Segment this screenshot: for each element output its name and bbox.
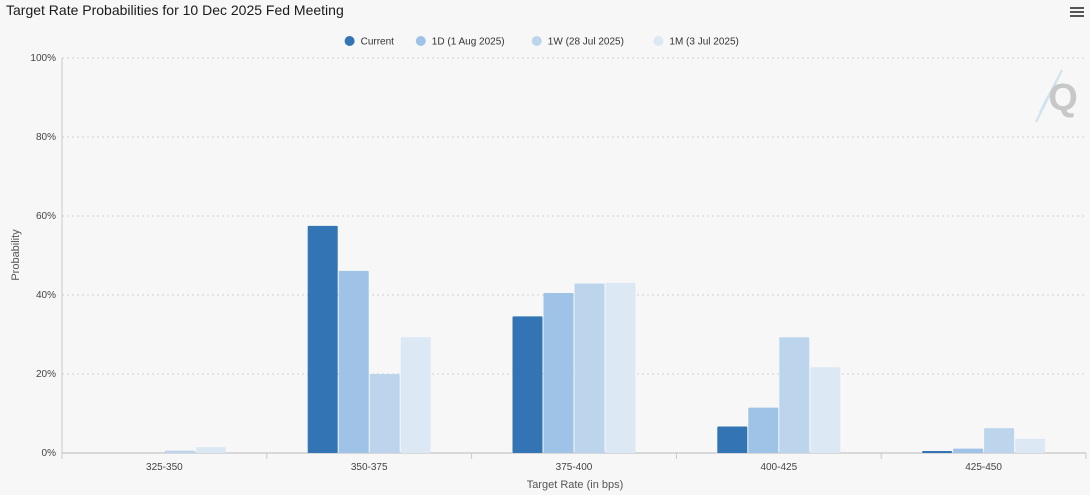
legend-label: 1W (28 Jul 2025) <box>548 37 624 48</box>
legend-label: 1M (3 Jul 2025) <box>669 37 738 48</box>
legend-label: Current <box>361 37 395 48</box>
bar[interactable] <box>779 337 810 453</box>
x-tick-label: 425-450 <box>965 462 1002 473</box>
legend-marker <box>653 36 664 46</box>
x-tick-label: 400-425 <box>760 462 797 473</box>
x-axis-title: Target Rate (in bps) <box>527 479 624 491</box>
legend-item[interactable]: 1D (1 Aug 2025) <box>415 36 505 48</box>
bar[interactable] <box>574 283 605 453</box>
chart-menu-button[interactable] <box>1068 4 1086 20</box>
x-tick-label: 325-350 <box>146 462 183 473</box>
bar[interactable] <box>605 282 636 453</box>
bar[interactable] <box>400 337 431 453</box>
y-tick-label: 100% <box>30 53 56 64</box>
y-axis-title: Probability <box>10 229 22 281</box>
bar[interactable] <box>810 367 841 453</box>
bar[interactable] <box>164 450 195 453</box>
bar[interactable] <box>307 225 338 453</box>
x-tick-label: 375-400 <box>556 462 593 473</box>
legend: Current 1D (1 Aug 2025) 1W (28 Jul 2025) 1M… <box>344 36 739 48</box>
q-logo-watermark: Q <box>1035 69 1078 123</box>
bar[interactable] <box>543 293 574 453</box>
x-tick-label: 350-375 <box>351 462 388 473</box>
bar[interactable] <box>748 407 779 453</box>
y-tick-label: 60% <box>36 211 56 222</box>
legend-marker <box>344 36 355 46</box>
legend-label: 1D (1 Aug 2025) <box>432 37 505 48</box>
bar[interactable] <box>717 426 748 453</box>
legend-marker <box>531 36 542 46</box>
menu-icon <box>1070 7 1084 17</box>
y-tick-label: 0% <box>42 448 57 459</box>
grid-lines <box>62 57 1086 375</box>
y-tick-label: 20% <box>36 369 56 380</box>
legend-item[interactable]: Current <box>344 36 395 48</box>
legend-item[interactable]: 1W (28 Jul 2025) <box>531 36 624 48</box>
bar[interactable] <box>195 447 226 453</box>
bar[interactable] <box>953 448 984 453</box>
bar[interactable] <box>512 316 543 453</box>
bars <box>164 225 1046 453</box>
legend-item[interactable]: 1M (3 Jul 2025) <box>653 36 739 48</box>
bar[interactable] <box>922 451 953 453</box>
y-tick-label: 40% <box>36 290 56 301</box>
svg-text:Q: Q <box>1048 77 1078 119</box>
axes: 0% 20% 40% 60% 80% 100% 325-350 350-375 375-400 4… <box>30 53 1087 473</box>
chart-title: Target Rate Probabilities for 10 Dec 202… <box>6 2 344 18</box>
bar[interactable] <box>369 374 400 453</box>
bar[interactable] <box>984 428 1015 453</box>
y-tick-label: 80% <box>36 132 56 143</box>
bar[interactable] <box>1015 438 1046 453</box>
bar[interactable] <box>338 270 369 453</box>
legend-marker <box>415 36 426 46</box>
